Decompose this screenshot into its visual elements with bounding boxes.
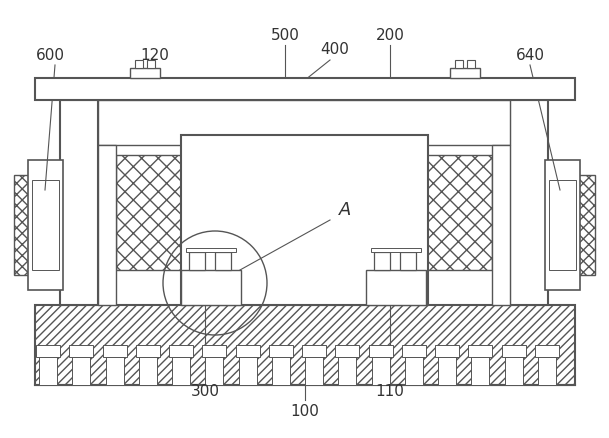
Bar xyxy=(35,78,575,100)
Bar xyxy=(189,252,205,270)
Bar xyxy=(366,270,426,305)
Bar xyxy=(467,60,475,68)
Text: A: A xyxy=(339,201,351,219)
Bar xyxy=(504,357,523,385)
Bar xyxy=(181,135,428,305)
Bar xyxy=(335,345,359,357)
Bar xyxy=(147,60,155,68)
Bar xyxy=(36,345,60,357)
Bar xyxy=(105,357,124,385)
Bar xyxy=(272,357,290,385)
Bar xyxy=(32,180,59,270)
Bar xyxy=(28,160,63,290)
Bar xyxy=(139,357,157,385)
Bar xyxy=(427,155,492,270)
Bar xyxy=(400,252,416,270)
Text: 640: 640 xyxy=(515,47,544,63)
Bar xyxy=(371,248,421,252)
Bar xyxy=(577,175,595,275)
Bar xyxy=(269,345,293,357)
Bar xyxy=(116,155,181,270)
Bar xyxy=(450,68,480,78)
Bar xyxy=(172,357,190,385)
Bar xyxy=(236,345,259,357)
Bar xyxy=(402,345,426,357)
Bar xyxy=(239,357,257,385)
Bar xyxy=(136,345,160,357)
Text: 110: 110 xyxy=(376,385,404,399)
Text: 300: 300 xyxy=(191,385,219,399)
Text: 100: 100 xyxy=(290,405,320,420)
Bar xyxy=(535,345,559,357)
Bar xyxy=(374,252,390,270)
Bar xyxy=(39,357,57,385)
Text: 400: 400 xyxy=(320,42,350,57)
Bar xyxy=(455,60,463,68)
Bar xyxy=(549,180,576,270)
Bar xyxy=(368,345,393,357)
Bar xyxy=(60,100,98,305)
Bar xyxy=(186,248,236,252)
Bar xyxy=(471,357,490,385)
Bar xyxy=(98,100,510,145)
Bar xyxy=(69,345,93,357)
Bar xyxy=(305,357,323,385)
Bar xyxy=(468,345,493,357)
Bar xyxy=(135,60,143,68)
Bar xyxy=(98,145,116,305)
Bar xyxy=(538,357,556,385)
Bar xyxy=(72,357,91,385)
Bar xyxy=(302,345,326,357)
Bar xyxy=(102,345,127,357)
Bar xyxy=(492,145,510,305)
Bar xyxy=(202,345,227,357)
Bar xyxy=(438,357,456,385)
Bar xyxy=(14,175,32,275)
Bar xyxy=(435,345,459,357)
Bar xyxy=(405,357,423,385)
Bar xyxy=(169,345,193,357)
Text: 500: 500 xyxy=(270,28,300,42)
Text: 120: 120 xyxy=(141,47,169,63)
Bar xyxy=(215,252,231,270)
Bar xyxy=(510,100,548,305)
Bar xyxy=(181,270,241,305)
Bar xyxy=(205,357,224,385)
Bar xyxy=(338,357,356,385)
Bar xyxy=(130,68,160,78)
Bar xyxy=(545,160,580,290)
Bar xyxy=(371,357,390,385)
Text: 600: 600 xyxy=(35,47,65,63)
Bar xyxy=(501,345,526,357)
Bar xyxy=(35,305,575,385)
Text: 200: 200 xyxy=(376,28,404,42)
